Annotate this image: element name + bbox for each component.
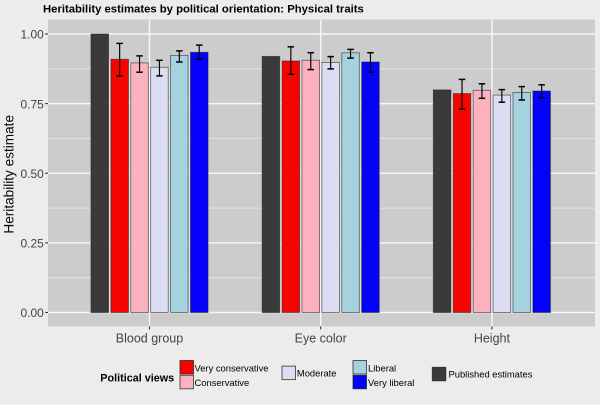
svg-text:Eye color: Eye color [295,332,347,346]
svg-text:0.25: 0.25 [20,237,44,251]
svg-text:Very liberal: Very liberal [368,377,414,388]
svg-text:Height: Height [474,332,511,346]
svg-text:Blood group: Blood group [116,332,183,346]
svg-text:Moderate: Moderate [297,367,337,378]
svg-text:Published estimates: Published estimates [449,369,533,380]
svg-text:Liberal: Liberal [368,362,396,373]
svg-text:1.00: 1.00 [20,28,44,42]
svg-text:0.00: 0.00 [20,306,44,320]
svg-text:Political views: Political views [100,373,174,385]
svg-text:0.50: 0.50 [20,167,44,181]
svg-text:Heritability estimate: Heritability estimate [2,115,17,234]
svg-text:Conservative: Conservative [195,377,250,388]
svg-text:Very conservative: Very conservative [195,362,269,373]
svg-text:Heritability estimates by poli: Heritability estimates by political orie… [43,3,364,15]
svg-text:0.75: 0.75 [20,97,44,111]
